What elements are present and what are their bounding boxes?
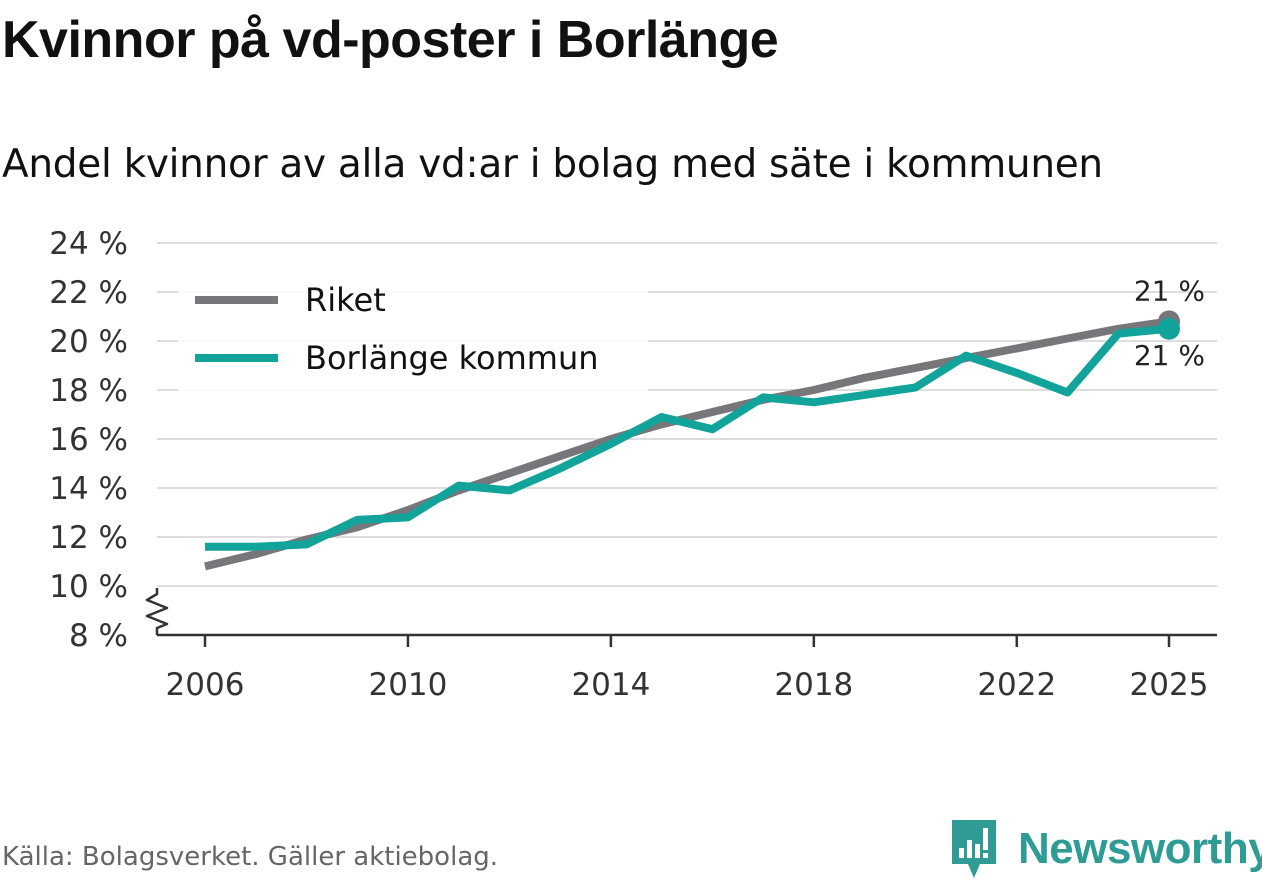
x-tick-label: 2010 — [368, 667, 447, 703]
series-line-riket — [204, 317, 1170, 571]
x-tick-label: 2006 — [166, 667, 245, 703]
y-tick-label: 10 % — [49, 569, 128, 605]
series-line-borlange — [205, 324, 1170, 551]
axis-break-zigzag — [145, 588, 169, 635]
brand-name: Newsworthy — [1018, 824, 1262, 873]
y-tick-label: 24 % — [49, 226, 128, 262]
axes: 8 % 10 % 12 % 14 % 16 % 18 % 20 % 22 % 24 % 2006 2… — [49, 226, 1217, 703]
y-tick-label: 22 % — [49, 275, 128, 311]
y-tick-label: 20 % — [49, 324, 128, 360]
legend: Riket Borlänge kommun — [178, 268, 648, 398]
chart-subtitle: Andel kvinnor av alla vd:ar i bolag med … — [2, 142, 1103, 187]
legend-background — [178, 268, 648, 398]
newsworthy-logo-icon — [952, 820, 996, 878]
x-tick-label: 2022 — [977, 667, 1056, 703]
y-tick-label: 14 % — [49, 471, 128, 507]
end-point-borlange — [1158, 317, 1180, 340]
y-tick-label: 16 % — [49, 422, 128, 458]
y-tick-label: 18 % — [49, 373, 128, 409]
y-tick-label: 8 % — [69, 618, 128, 654]
end-label-borlange: 21 % — [1134, 339, 1205, 372]
legend-label-riket: Riket — [305, 281, 386, 319]
x-tick-label: 2014 — [571, 667, 650, 703]
chart-title: Kvinnor på vd-poster i Borlänge — [2, 11, 779, 69]
source-note: Källa: Bolagsverket. Gäller aktiebolag. — [2, 842, 499, 872]
x-tick-label: 2018 — [774, 667, 853, 703]
end-label-riket: 21 % — [1134, 274, 1205, 307]
brand-logo: Newsworthy — [950, 818, 1262, 880]
x-tick-label: 2025 — [1130, 667, 1209, 703]
legend-label-borlange: Borlänge kommun — [305, 339, 599, 377]
end-labels: 21 % 21 % — [1134, 274, 1205, 371]
series-lines — [204, 310, 1180, 571]
y-tick-label: 12 % — [49, 520, 128, 556]
